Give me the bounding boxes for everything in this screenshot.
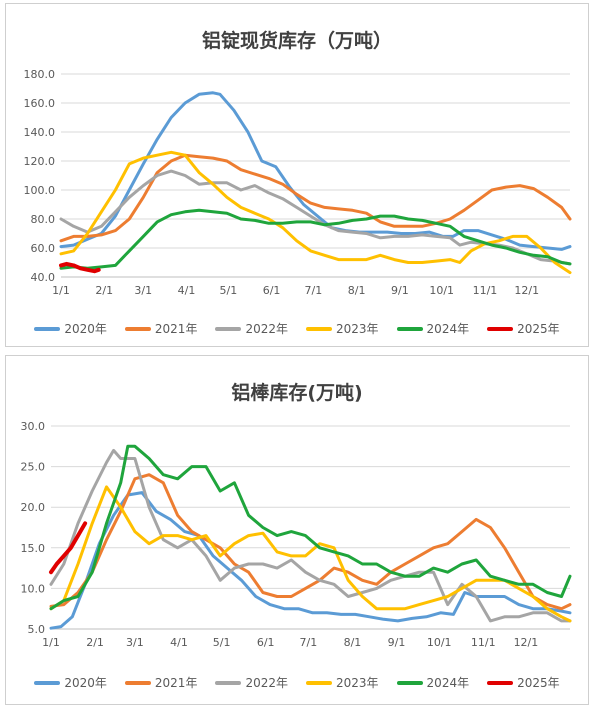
y-tick-label: 15.0 bbox=[21, 542, 46, 555]
chart-panel-aluminum-ingot: 铝锭现货库存（万吨） 40.0 60.0 80.0 100.0 120.0 140.0 16… bbox=[5, 3, 589, 347]
x-tick-label: 2/1 bbox=[95, 284, 113, 297]
y-tick-label: 20.0 bbox=[21, 501, 46, 514]
y-tick-label: 10.0 bbox=[21, 582, 46, 595]
series-line-2020年 bbox=[59, 91, 572, 251]
y-tick-label: 5.0 bbox=[28, 623, 46, 636]
x-tick-label: 10/1 bbox=[429, 284, 454, 297]
legend-item: 2025年 bbox=[487, 674, 560, 691]
x-tick-label: 2/1 bbox=[86, 636, 104, 649]
legend-swatch bbox=[124, 680, 151, 685]
x-tick-label: 11/1 bbox=[471, 636, 496, 649]
x-tick-label: 7/1 bbox=[305, 284, 323, 297]
legend-label: 2023年 bbox=[336, 322, 379, 336]
y-tick-label: 120.0 bbox=[24, 155, 56, 168]
legend-label: 2021年 bbox=[154, 322, 198, 336]
legend-swatch bbox=[396, 680, 423, 685]
legend-item: 2020年 bbox=[34, 320, 107, 337]
y-tick-label: 140.0 bbox=[24, 126, 56, 139]
x-tick-label: 3/1 bbox=[126, 636, 144, 649]
legend-swatch bbox=[215, 680, 242, 685]
chart-panel-aluminum-bar: 铝棒库存(万吨) 5.0 10.0 15.0 20.0 25.0 30.0 1/1 2/1 3/… bbox=[5, 355, 589, 705]
legend-item: 2022年 bbox=[215, 674, 288, 691]
y-tick-label: 60.0 bbox=[31, 242, 56, 255]
legend-label: 2025年 bbox=[517, 322, 560, 336]
legend-item: 2023年 bbox=[306, 320, 379, 337]
legend-label: 2024年 bbox=[426, 322, 470, 336]
x-tick-label: 12/1 bbox=[514, 636, 539, 649]
chart-legend: 2020年 2021年 2022年 2023年 2024年 2025年 bbox=[6, 674, 588, 691]
legend-swatch bbox=[124, 326, 151, 331]
x-tick-label: 6/1 bbox=[257, 636, 275, 649]
legend-swatch bbox=[34, 680, 61, 685]
legend-label: 2024年 bbox=[426, 676, 470, 690]
y-tick-label: 25.0 bbox=[21, 461, 46, 474]
x-tick-label: 8/1 bbox=[344, 636, 362, 649]
series-line-2023年 bbox=[49, 485, 572, 623]
legend-item: 2021年 bbox=[124, 320, 198, 337]
series-line-2024年 bbox=[59, 208, 572, 270]
series-line-2023年 bbox=[59, 150, 572, 275]
chart-title: 铝棒库存(万吨) bbox=[231, 382, 363, 404]
legend-item: 2024年 bbox=[396, 320, 470, 337]
legend-item: 2021年 bbox=[124, 674, 198, 691]
series-line-2022年 bbox=[59, 169, 572, 266]
x-tick-label: 1/1 bbox=[52, 284, 70, 297]
legend-swatch bbox=[215, 326, 242, 331]
chart-title: 铝锭现货库存（万吨） bbox=[201, 30, 392, 52]
x-tick-label: 5/1 bbox=[219, 284, 237, 297]
legend-label: 2020年 bbox=[64, 676, 107, 690]
x-tick-label: 9/1 bbox=[388, 636, 406, 649]
legend-label: 2022年 bbox=[245, 676, 288, 690]
series-line-2024年 bbox=[49, 444, 572, 611]
legend-swatch bbox=[396, 326, 423, 331]
series-line-2020年 bbox=[49, 491, 572, 630]
x-tick-label: 11/1 bbox=[473, 284, 498, 297]
legend-swatch bbox=[34, 326, 61, 331]
y-tick-label: 40.0 bbox=[31, 271, 56, 284]
legend-item: 2020年 bbox=[34, 674, 107, 691]
legend-swatch bbox=[306, 680, 332, 685]
x-tick-label: 1/1 bbox=[42, 636, 60, 649]
legend-swatch bbox=[487, 680, 514, 685]
y-tick-label: 100.0 bbox=[24, 184, 56, 197]
legend-item: 2025年 bbox=[487, 320, 560, 337]
x-tick-label: 6/1 bbox=[263, 284, 281, 297]
legend-label: 2020年 bbox=[64, 322, 107, 336]
legend-swatch bbox=[487, 326, 514, 331]
series-line-2021年 bbox=[59, 153, 572, 243]
x-tick-label: 3/1 bbox=[134, 284, 152, 297]
x-tick-label: 10/1 bbox=[427, 636, 452, 649]
x-tick-label: 12/1 bbox=[514, 284, 539, 297]
series-line-2021年 bbox=[49, 473, 572, 611]
legend-label: 2021年 bbox=[154, 676, 198, 690]
legend-swatch bbox=[306, 326, 332, 331]
x-tick-label: 8/1 bbox=[348, 284, 366, 297]
y-tick-label: 80.0 bbox=[31, 213, 56, 226]
legend-item: 2024年 bbox=[396, 674, 470, 691]
series-line-2025年 bbox=[49, 521, 88, 575]
legend-label: 2022年 bbox=[245, 322, 288, 336]
y-tick-label: 30.0 bbox=[21, 420, 46, 433]
x-tick-label: 7/1 bbox=[300, 636, 318, 649]
chart-plot-aluminum-bar: 5.0 10.0 15.0 20.0 25.0 30.0 1/1 2/1 3/1 4/1 5/1 6/… bbox=[21, 420, 572, 649]
legend-item: 2022年 bbox=[215, 320, 288, 337]
x-tick-label: 5/1 bbox=[213, 636, 231, 649]
legend-item: 2023年 bbox=[306, 674, 379, 691]
y-tick-label: 180.0 bbox=[24, 68, 56, 81]
chart-legend: 2020年 2021年 2022年 2023年 2024年 2025年 bbox=[6, 320, 588, 337]
legend-label: 2023年 bbox=[336, 676, 379, 690]
legend-label: 2025年 bbox=[517, 676, 560, 690]
x-tick-label: 9/1 bbox=[391, 284, 409, 297]
y-tick-label: 160.0 bbox=[24, 97, 56, 110]
chart-plot-aluminum-ingot: 40.0 60.0 80.0 100.0 120.0 140.0 160.0 180.0 1/1… bbox=[24, 68, 572, 297]
x-tick-label: 4/1 bbox=[178, 284, 196, 297]
series-line-2025年 bbox=[59, 261, 101, 274]
x-tick-label: 4/1 bbox=[170, 636, 188, 649]
